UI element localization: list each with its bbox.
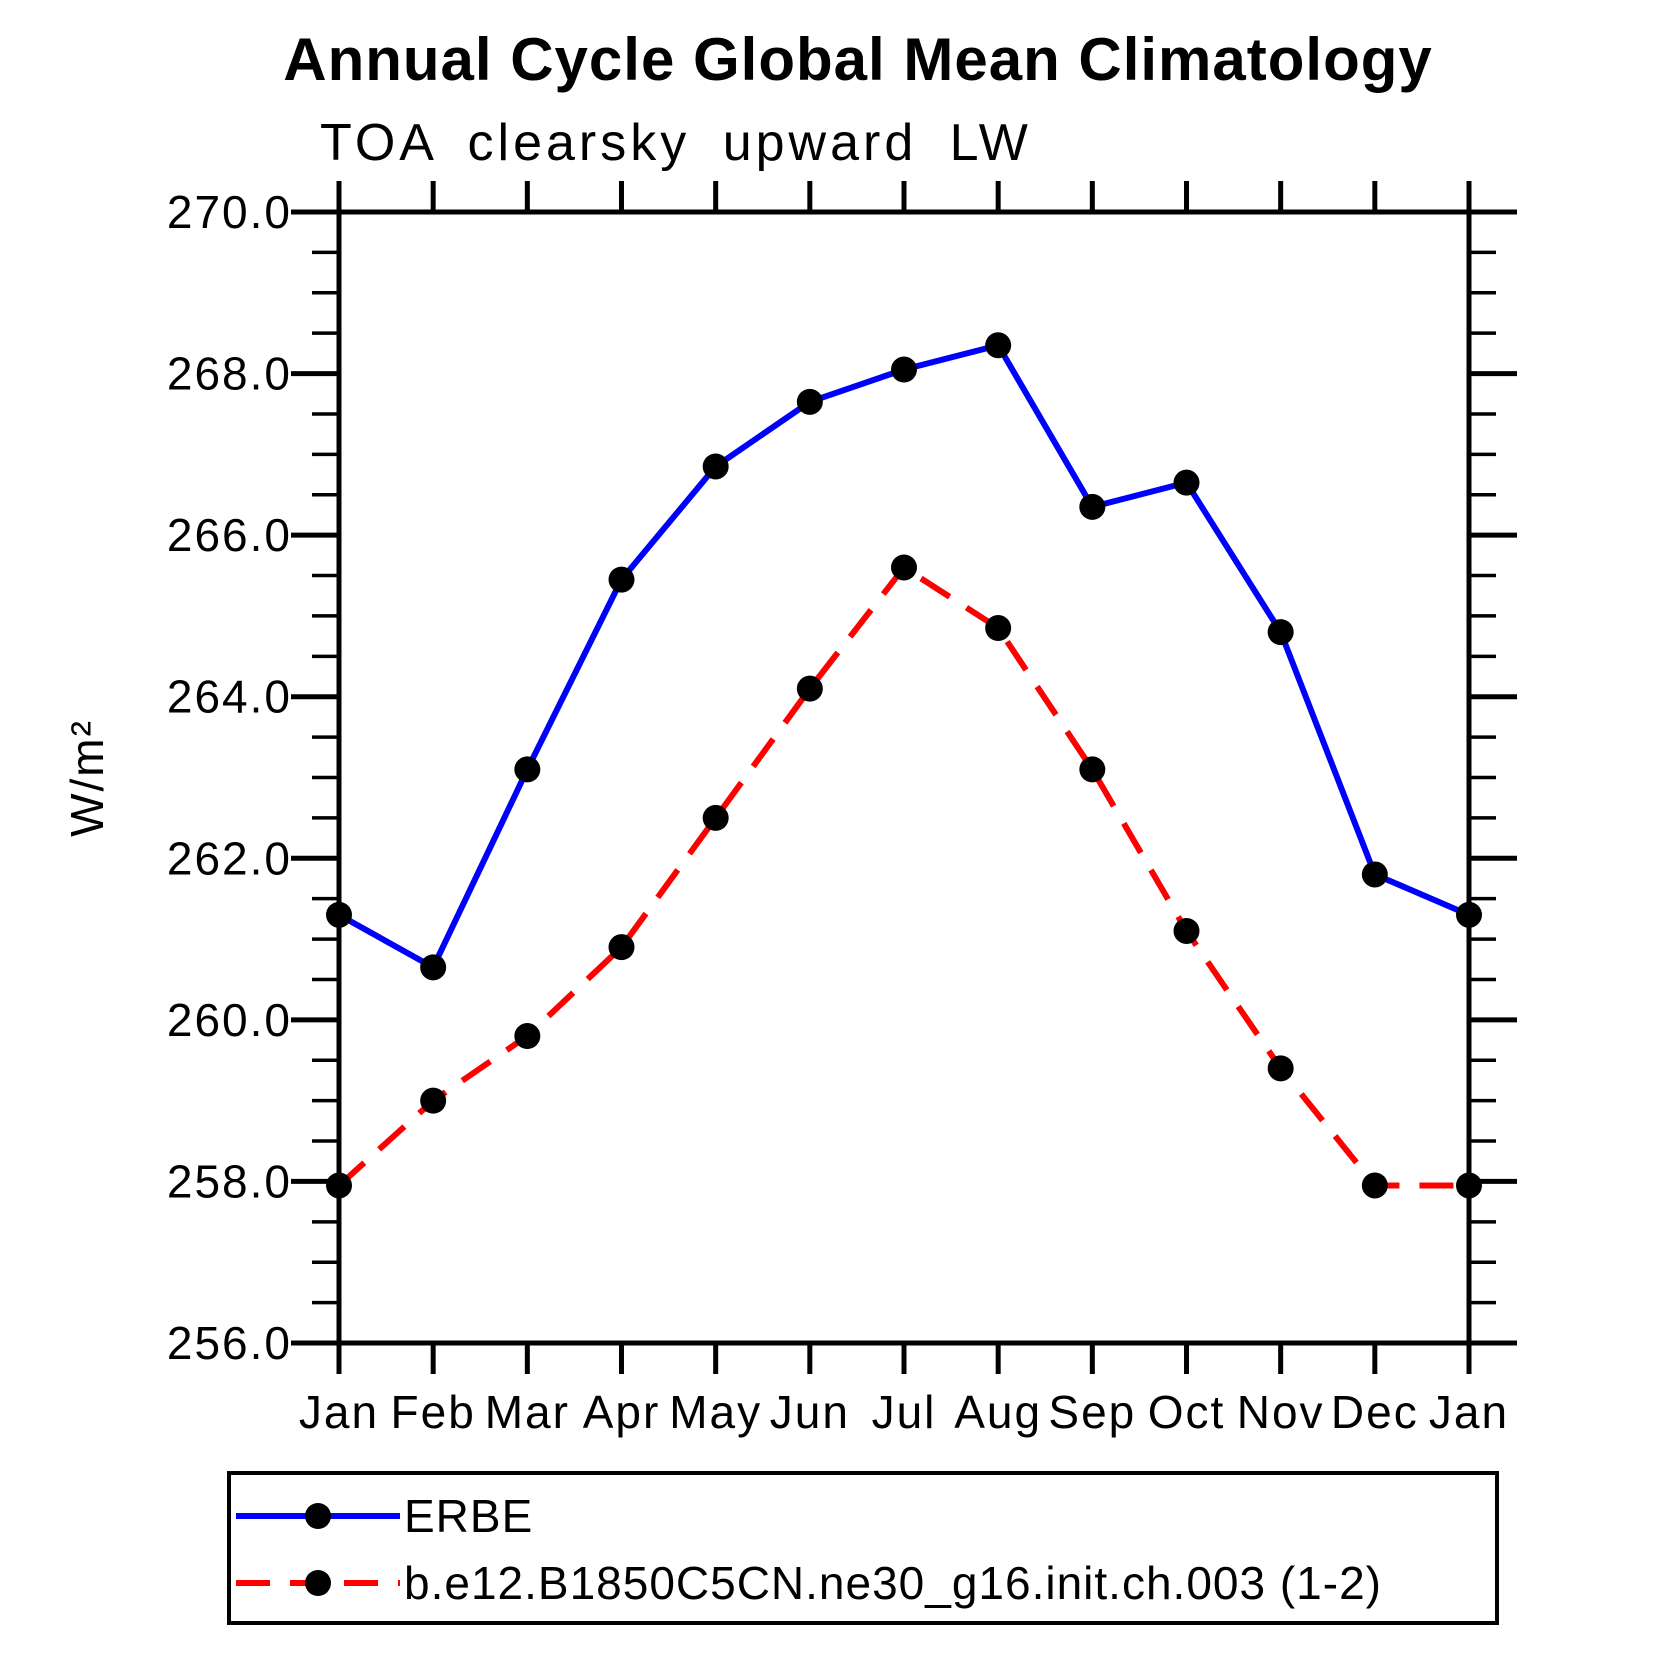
data-point-marker: [608, 934, 635, 961]
x-tick-label: Jul: [872, 1386, 937, 1438]
data-point-marker: [420, 954, 447, 981]
data-point-marker: [1456, 901, 1482, 928]
data-point-marker: [796, 675, 823, 702]
data-point-marker: [796, 388, 823, 415]
data-point-marker: [326, 1172, 352, 1199]
data-point-marker: [1267, 1055, 1294, 1082]
y-tick-label: 266.0: [167, 509, 292, 561]
x-tick-label: Apr: [583, 1386, 661, 1438]
data-point-marker: [1267, 619, 1294, 646]
data-point-marker: [702, 453, 729, 480]
y-tick-label: 262.0: [167, 832, 292, 884]
legend-label: ERBE: [404, 1490, 533, 1542]
y-tick-label: 270.0: [167, 186, 292, 238]
x-tick-label: Jan: [1429, 1386, 1509, 1438]
y-tick-label: 258.0: [167, 1155, 292, 1207]
data-point-marker: [608, 566, 635, 593]
x-tick-label: Sep: [1048, 1386, 1136, 1438]
data-point-marker: [514, 1023, 541, 1050]
y-tick-label: 256.0: [167, 1317, 292, 1369]
y-tick-label: 268.0: [167, 348, 292, 400]
tick-labels: 256.0 258.0 260.0 262.0 264.0 266.0 268.0 270.0…: [167, 186, 1509, 1438]
data-point-marker: [514, 756, 541, 783]
series-line-dashed: [336, 563, 1469, 1189]
data-point-marker: [1361, 1172, 1388, 1199]
legend-box: [227, 1471, 1499, 1625]
x-tick-label: Jun: [770, 1386, 850, 1438]
data-point-marker: [985, 615, 1012, 642]
data-point-marker: [985, 332, 1012, 359]
data-point-marker: [326, 901, 352, 928]
x-tick-label: Mar: [485, 1386, 570, 1438]
data-point-marker: [1079, 756, 1106, 783]
plot-frame: [291, 181, 1517, 1374]
chart-title: Annual Cycle Global Mean Climatology: [283, 26, 1433, 93]
x-tick-label: Feb: [391, 1386, 476, 1438]
x-tick-label: Jan: [299, 1386, 379, 1438]
data-point-marker: [1173, 469, 1200, 496]
y-axis-label: W/m²: [61, 719, 113, 837]
legend-marker: [305, 1570, 331, 1596]
data-point-marker: [891, 554, 917, 581]
data-point-marker: [1173, 917, 1200, 944]
legend-label: b.e12.B1850C5CN.ne30_g16.init.ch.003 (1-…: [404, 1557, 1382, 1609]
x-tick-label: May: [669, 1386, 762, 1438]
series-line-solid: [337, 341, 1471, 972]
data-point-marker: [891, 356, 917, 383]
y-tick-label: 264.0: [167, 671, 292, 723]
data-point-marker: [702, 804, 729, 831]
legend: ERBE b.e12.B1850C5CN.ne30_g16.init.ch.003…: [227, 1471, 1499, 1625]
data-point-marker: [1456, 1172, 1482, 1199]
x-tick-label: Aug: [954, 1386, 1042, 1438]
x-tick-label: Oct: [1148, 1386, 1226, 1438]
y-tick-label: 260.0: [167, 994, 292, 1046]
series-lines: [326, 332, 1482, 1199]
x-tick-label: Nov: [1237, 1386, 1325, 1438]
chart-subtitle: TOA clearsky upward LW: [320, 114, 1032, 172]
data-point-marker: [1079, 493, 1106, 520]
x-tick-label: Dec: [1331, 1386, 1419, 1438]
data-point-marker: [1361, 861, 1388, 888]
data-point-marker: [420, 1087, 447, 1114]
legend-marker: [305, 1503, 331, 1529]
